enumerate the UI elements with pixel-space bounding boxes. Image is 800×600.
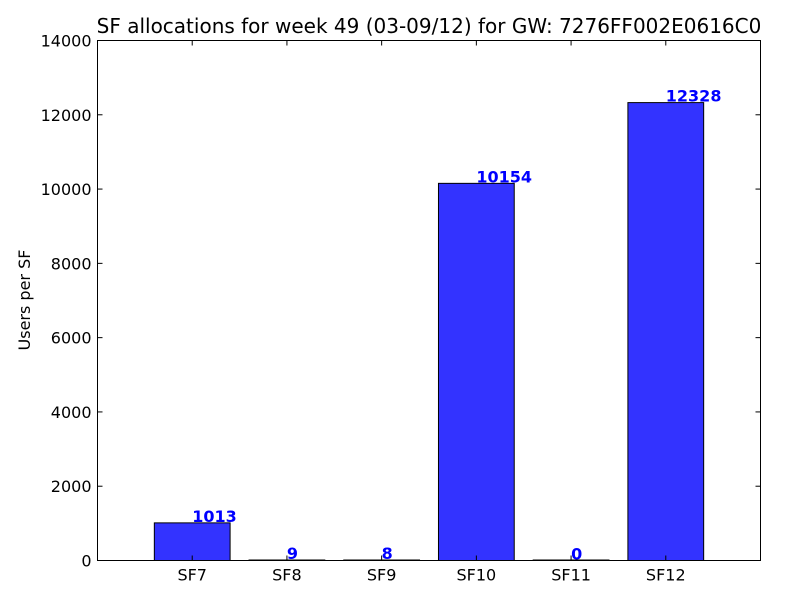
data-label-sf8: 9 — [287, 544, 298, 563]
y-tick-label: 8000 — [51, 254, 92, 273]
y-axis-ticks: 0 2000 4000 6000 8000 10000 12000 14000 — [41, 32, 761, 571]
bar-sf7 — [153, 522, 231, 561]
bar-sf10 — [437, 182, 515, 561]
x-axis-ticks: SF7 SF8 SF9 SF10 SF11 SF12 — [177, 40, 686, 585]
bar-sf12 — [627, 102, 705, 562]
plot-frame — [97, 40, 761, 561]
y-tick-label: 4000 — [51, 403, 92, 422]
y-tick-label: 0 — [81, 552, 91, 571]
y-tick-label: 12000 — [41, 106, 92, 125]
data-label-sf12: 12328 — [666, 87, 722, 106]
data-label-sf7: 1013 — [192, 507, 237, 526]
data-label-sf11: 0 — [571, 545, 582, 564]
x-tick-label-sf10: SF10 — [456, 566, 496, 585]
x-tick-label-sf12: SF12 — [646, 566, 686, 585]
data-label-sf9: 8 — [382, 544, 393, 563]
bars-group — [153, 102, 705, 562]
y-tick-label: 14000 — [41, 32, 92, 51]
y-tick-label: 6000 — [51, 329, 92, 348]
y-tick-label: 2000 — [51, 477, 92, 496]
data-labels-group: 1013 9 8 10154 0 12328 — [192, 87, 721, 564]
x-tick-label-sf9: SF9 — [367, 566, 397, 585]
chart-title: SF allocations for week 49 (03-09/12) fo… — [97, 14, 762, 38]
data-label-sf10: 10154 — [476, 167, 532, 186]
y-axis-label: Users per SF — [15, 250, 34, 351]
x-tick-label-sf11: SF11 — [551, 566, 591, 585]
x-tick-label-sf8: SF8 — [272, 566, 302, 585]
x-tick-label-sf7: SF7 — [177, 566, 207, 585]
y-tick-label: 10000 — [41, 180, 92, 199]
